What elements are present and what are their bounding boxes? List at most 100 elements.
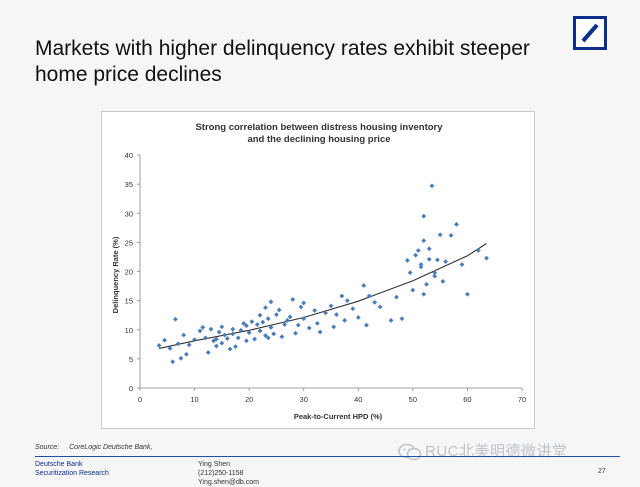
data-point [410,287,416,293]
data-point [238,327,244,333]
trendline-group [158,243,487,349]
data-point [350,306,356,312]
data-point [432,273,438,279]
data-point [260,319,266,325]
data-point [429,183,435,189]
x-tick-label: 10 [190,395,198,404]
data-point [424,281,429,287]
data-point [465,291,470,297]
data-point [339,293,345,299]
data-point [192,337,197,343]
data-point [274,312,279,318]
data-point [276,307,282,313]
data-point [435,257,440,263]
data-point [268,299,274,305]
data-point [388,318,394,323]
data-point [366,293,372,299]
data-point [173,316,178,322]
data-point [200,325,206,330]
data-point [203,335,208,341]
data-point [208,326,214,332]
data-point [263,333,268,338]
scatter-points [156,183,489,365]
data-point [183,351,189,357]
x-axis-label: Peak-to-Current HPD (%) [294,412,383,421]
contact-name: Ying Shen [198,461,231,468]
x-tick-label: 20 [245,395,253,404]
data-point [301,300,307,306]
data-point [421,213,427,219]
data-point [415,248,421,253]
x-tick-label: 0 [138,395,142,404]
source-note: Source: CoreLogic Deutsche Bank, [35,444,152,451]
data-point [227,346,233,352]
data-point [432,270,438,276]
data-point [344,298,350,304]
data-point [394,294,399,300]
data-point [405,258,410,263]
data-point [211,338,217,344]
chart-title-line2: and the declining housing price [247,134,390,145]
data-point [263,305,268,311]
x-tick-label: 60 [463,395,471,404]
data-point [246,330,252,336]
data-point [301,316,307,322]
data-point [241,320,247,326]
data-point [235,335,241,341]
x-tick-label: 30 [300,395,308,404]
data-point [156,343,162,348]
contact-email: Ying.shen@db.com [198,479,259,486]
data-point [257,328,263,334]
data-point [293,330,298,336]
data-point [257,312,263,318]
data-point [328,303,334,309]
page-number: 27 [598,468,606,475]
y-tick-label: 20 [125,268,133,277]
y-axis-label: Delinquency Rate (%) [111,236,120,313]
y-tick-label: 30 [125,209,133,218]
trendline [158,243,487,349]
data-point [290,297,296,302]
data-point [448,232,454,238]
footer-contact: Ying Shen (212)250-1158 Ying.shen@db.com [198,460,259,487]
y-tick-label: 10 [125,326,133,335]
data-point [214,343,219,349]
data-point [426,256,432,262]
data-point [306,325,312,331]
data-point [437,232,443,238]
data-point [219,340,225,346]
data-point [244,323,249,329]
chart-title-line1: Strong correlation between distress hous… [195,122,443,133]
brand-department: Securitization Research [35,470,109,477]
data-point [170,359,176,365]
data-point [312,308,318,313]
data-point [287,314,293,320]
data-point [230,326,236,332]
data-point [205,350,211,355]
data-point [178,355,184,361]
slash-logo-icon [581,23,599,43]
x-tick-label: 40 [354,395,362,404]
y-tick-label: 25 [125,238,133,247]
watermark-text: RUC北美明德微讲堂 [425,443,568,460]
data-point [186,342,192,348]
slide-title: Markets with higher delinquency rates ex… [35,36,555,88]
data-point [331,324,337,330]
footer-brand: Deutsche Bank Securitization Research [35,460,109,478]
data-point [249,319,255,324]
data-point [314,320,320,326]
data-point [298,304,304,310]
data-point [197,328,203,334]
slide-title-line2: home price declines [35,63,222,86]
data-point [426,246,432,252]
y-tick-label: 35 [125,180,133,189]
data-point [377,304,383,310]
data-point [265,316,271,322]
data-point [459,262,465,267]
data-point [399,316,405,322]
y-tick-label: 40 [125,151,133,160]
data-point [421,238,427,244]
data-point [279,334,285,340]
data-point [284,318,290,323]
data-point [355,315,361,320]
